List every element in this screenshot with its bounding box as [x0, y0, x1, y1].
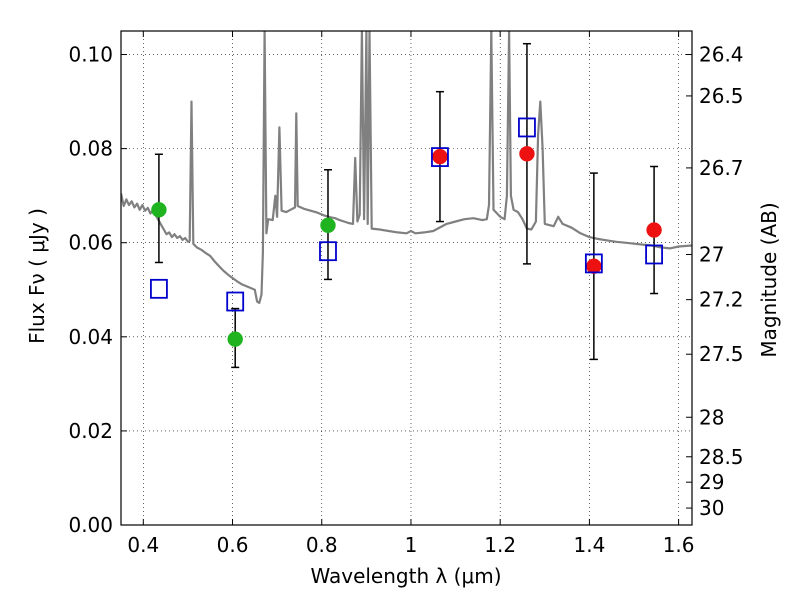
x-tick-label: 1.4 [573, 533, 605, 557]
mag-tick-label: 26.5 [699, 84, 744, 108]
y-tick-label: 0.06 [68, 231, 113, 255]
mag-tick-label: 28.5 [699, 445, 744, 469]
model-point [319, 241, 337, 262]
y-tick-label: 0.10 [68, 43, 113, 67]
x-tick-label: 1 [405, 533, 418, 557]
model-point [150, 278, 168, 299]
flux-point [227, 331, 243, 347]
mag-tick-label: 28 [699, 405, 724, 429]
x-tick-label: 0.6 [217, 533, 249, 557]
x-tick-label: 0.4 [127, 533, 159, 557]
sed-template-line [121, 31, 692, 304]
mag-tick-label: 27.2 [699, 288, 744, 312]
flux-point [586, 258, 602, 274]
data-points [150, 117, 663, 347]
flux-point [519, 146, 535, 162]
mag-tick-label: 27.5 [699, 342, 744, 366]
plot-frame [120, 30, 693, 526]
y-tick-label: 0.04 [68, 325, 113, 349]
mag-tick-label: 29 [699, 470, 724, 494]
mag-tick-label: 30 [699, 496, 724, 520]
y-tick-label: 0.02 [68, 419, 113, 443]
y-axis-label: Flux Fν ( μJy ) [25, 208, 49, 344]
flux-point [646, 222, 662, 238]
sed-template-layer [121, 31, 692, 304]
mag-tick-label: 26.4 [699, 43, 744, 67]
model-point [226, 291, 245, 312]
x-tick-label: 1.6 [663, 533, 695, 557]
model-point [584, 253, 603, 274]
grid [121, 31, 692, 526]
x-axis-label: Wavelength λ (μm) [310, 564, 501, 588]
right-axis-label: Magnitude (AB) [757, 202, 781, 357]
x-tick-label: 0.8 [306, 533, 338, 557]
y-tick-label: 0.08 [68, 137, 113, 161]
model-point [518, 117, 536, 138]
flux-point [320, 217, 336, 234]
flux-point [432, 148, 448, 165]
mag-tick-label: 27 [699, 242, 724, 266]
flux-point [151, 202, 167, 218]
error-bars [154, 42, 659, 369]
y-tick-label: 0.00 [68, 513, 113, 537]
mag-tick-label: 26.7 [699, 156, 744, 180]
axes: 0.4 0.6 0.8 1 1.2 1.4 1.6 0.00 0.02 0.04 0.06 0.08 0… [68, 30, 744, 557]
model-point [645, 244, 663, 265]
model-point [431, 147, 449, 167]
x-tick-label: 1.2 [484, 533, 516, 557]
